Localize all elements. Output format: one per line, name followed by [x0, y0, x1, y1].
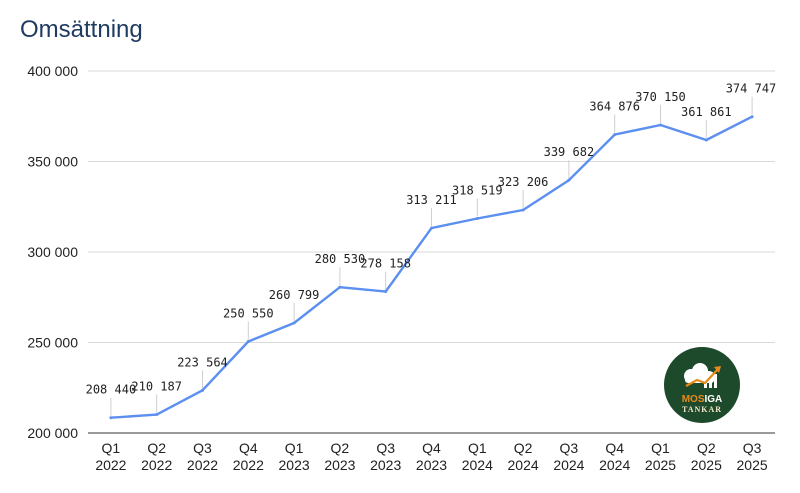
y-tick-label: 200 000	[27, 425, 78, 441]
y-tick-label: 300 000	[27, 244, 78, 260]
x-tick-label-quarter: Q4	[239, 440, 258, 456]
data-point	[750, 115, 754, 119]
data-point	[292, 321, 296, 325]
data-point	[659, 123, 662, 127]
data-label: 280 530	[315, 252, 366, 266]
x-tick-label-quarter: Q2	[514, 440, 533, 456]
data-point	[155, 413, 159, 417]
x-tick-label-year: 2022	[95, 457, 126, 473]
x-tick-label-year: 2023	[324, 457, 355, 473]
x-tick-label-quarter: Q2	[697, 440, 716, 456]
trend-arrow-icon	[685, 367, 720, 387]
mosiga-tankar-logo: MOSIGA TANKAR	[664, 347, 740, 423]
data-point	[430, 226, 433, 230]
x-tick-label-quarter: Q3	[560, 440, 579, 456]
data-label: 361 861	[681, 105, 732, 119]
data-point	[109, 416, 113, 420]
data-label: 364 876	[589, 100, 640, 114]
x-tick-label-year: 2023	[370, 457, 401, 473]
x-tick-label-quarter: Q2	[147, 440, 166, 456]
x-tick-label-year: 2022	[233, 457, 264, 473]
data-point	[201, 388, 204, 392]
x-tick-label-year: 2025	[737, 457, 768, 473]
data-point	[704, 138, 708, 142]
data-label: 278 158	[360, 257, 411, 271]
x-tick-label-year: 2023	[279, 457, 310, 473]
data-label: 323 206	[498, 175, 549, 189]
data-label: 374 747	[726, 82, 777, 96]
x-tick-label-quarter: Q3	[743, 440, 762, 456]
x-tick-label-year: 2024	[599, 457, 630, 473]
x-tick-label-quarter: Q1	[102, 440, 121, 456]
data-point	[246, 340, 250, 344]
x-tick-label-quarter: Q3	[193, 440, 212, 456]
data-label: 260 799	[269, 288, 320, 302]
y-tick-label: 250 000	[27, 335, 78, 351]
x-tick-label-year: 2022	[141, 457, 172, 473]
x-axis-ticks: Q12022Q22022Q32022Q42022Q12023Q22023Q320…	[95, 440, 768, 473]
x-tick-label-year: 2024	[508, 457, 539, 473]
logo-text-mosiga: MOSIGA	[682, 394, 723, 405]
y-tick-label: 400 000	[27, 63, 78, 79]
data-label: 339 682	[544, 145, 595, 159]
x-tick-label-year: 2024	[553, 457, 584, 473]
x-tick-label-quarter: Q1	[468, 440, 487, 456]
data-point	[384, 290, 388, 294]
y-axis-ticks: 200 000 250 000 300 000 350 000 400 000	[27, 63, 78, 441]
x-tick-label-quarter: Q1	[285, 440, 304, 456]
data-label: 313 211	[406, 193, 457, 207]
x-tick-label-year: 2022	[187, 457, 218, 473]
arrow-head-icon	[714, 366, 721, 373]
data-point	[521, 208, 525, 212]
x-tick-label-quarter: Q3	[376, 440, 395, 456]
x-tick-label-quarter: Q4	[605, 440, 624, 456]
x-tick-label-year: 2023	[416, 457, 447, 473]
x-tick-label-quarter: Q4	[422, 440, 441, 456]
y-tick-label: 350 000	[27, 154, 78, 170]
data-point	[567, 178, 571, 182]
data-label: 370 150	[635, 90, 686, 104]
x-tick-label-year: 2024	[462, 457, 493, 473]
data-point	[613, 133, 617, 137]
chart-title: Omsättning	[20, 16, 143, 43]
data-label: 250 550	[223, 307, 274, 321]
data-label: 210 187	[131, 380, 182, 394]
data-label: 318 519	[452, 183, 503, 197]
logo-text-tankar: TANKAR	[682, 405, 722, 414]
x-tick-label-quarter: Q1	[651, 440, 670, 456]
x-tick-label-quarter: Q2	[331, 440, 350, 456]
data-point	[338, 285, 342, 289]
data-point	[475, 216, 479, 220]
grid-lines	[88, 70, 775, 434]
x-tick-label-year: 2025	[645, 457, 676, 473]
data-label: 208 440	[86, 383, 137, 397]
data-label: 223 564	[177, 355, 228, 369]
x-tick-label-year: 2025	[691, 457, 722, 473]
data-label-leaders	[110, 96, 753, 416]
